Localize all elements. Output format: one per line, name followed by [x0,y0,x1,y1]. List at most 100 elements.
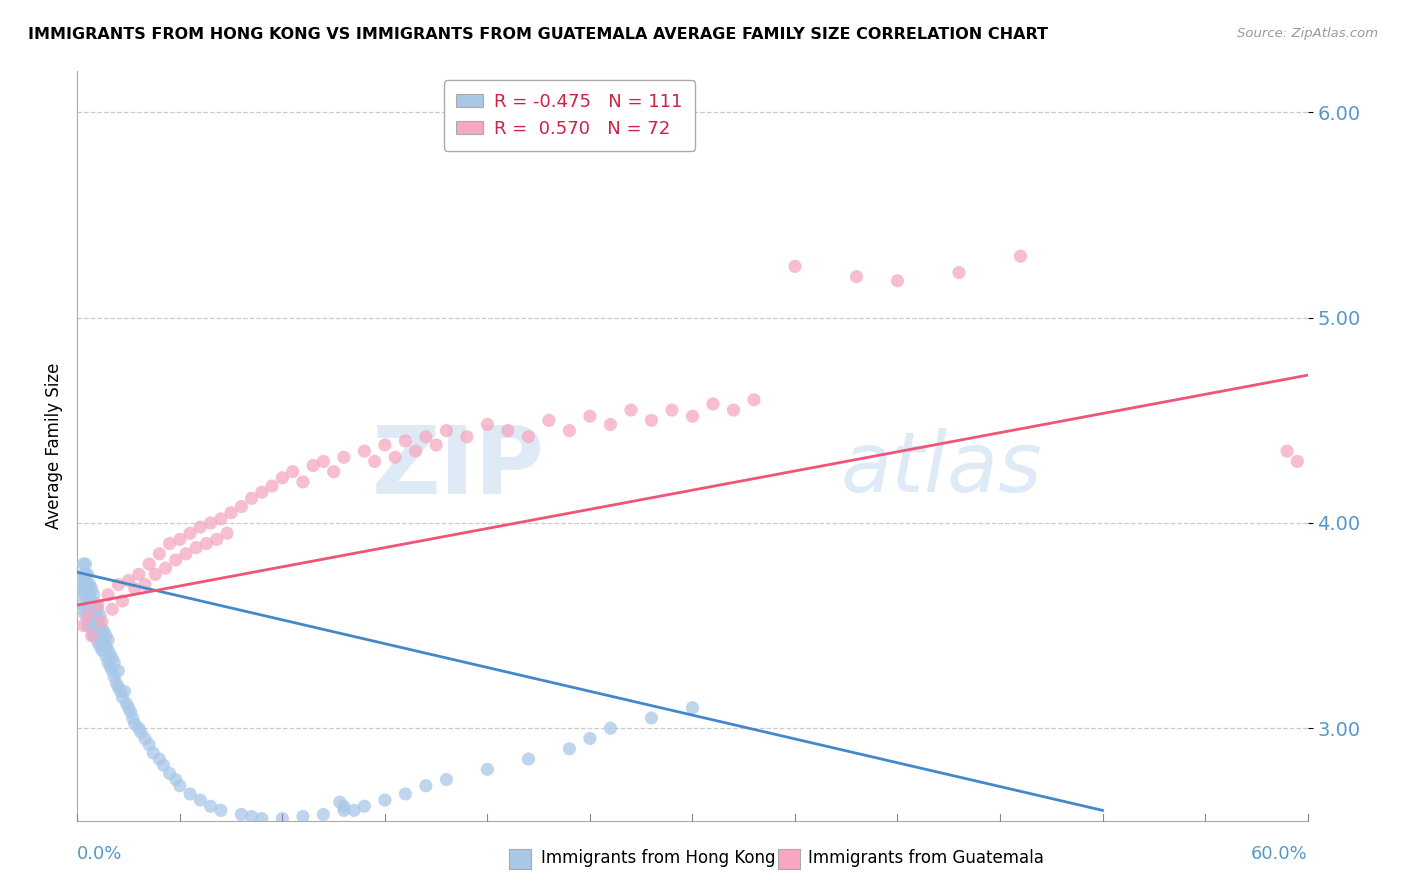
Point [333,450,356,465]
Point [886,274,908,288]
Point [76,608,98,623]
Point [101,602,124,616]
Point [120,705,142,719]
Point [107,680,129,694]
Point [415,430,437,444]
Point [333,803,356,817]
Point [1275,444,1298,458]
Legend: R = -0.475   N = 111, R =  0.570   N = 72: R = -0.475 N = 111, R = 0.570 N = 72 [444,80,695,151]
Point [374,793,396,807]
Point [152,758,174,772]
Point [97,643,120,657]
Point [200,799,222,814]
Point [661,403,683,417]
Point [165,553,187,567]
Point [87,602,110,616]
Point [128,567,150,582]
Point [93,624,115,639]
Point [97,588,120,602]
Text: 60.0%: 60.0% [1251,846,1308,863]
Point [80,615,103,629]
Text: ZIP: ZIP [373,423,546,515]
Point [179,526,201,541]
Point [121,711,143,725]
Point [79,608,101,623]
Point [240,491,263,506]
Point [80,623,103,637]
Point [101,664,124,678]
Point [209,512,232,526]
Point [579,409,602,424]
Point [93,643,115,657]
Point [76,608,98,623]
Point [579,731,602,746]
Point [79,598,101,612]
Point [436,424,458,438]
Point [75,567,97,582]
Point [415,779,437,793]
Point [110,684,132,698]
Point [80,629,103,643]
Point [134,577,156,591]
Point [394,434,416,448]
Point [425,438,447,452]
Point [94,639,117,653]
Point [67,577,90,591]
Point [343,803,366,817]
Point [456,430,478,444]
Point [281,465,304,479]
Point [188,520,212,534]
Point [80,582,103,596]
Point [97,656,120,670]
Point [271,812,294,826]
Point [209,803,232,817]
Point [1010,249,1032,263]
Point [87,624,110,639]
Point [250,485,273,500]
Point [174,547,197,561]
Point [477,762,499,776]
Point [115,697,138,711]
Point [75,588,97,602]
Text: Immigrants from Guatemala: Immigrants from Guatemala [808,849,1045,867]
Point [188,793,212,807]
Point [87,615,110,629]
Point [155,561,177,575]
Point [93,635,115,649]
Point [89,608,111,623]
Point [215,526,238,541]
Point [89,629,111,643]
Point [517,752,540,766]
Point [138,557,160,571]
Point [186,541,208,555]
Point [312,807,335,822]
Point [80,604,103,618]
Point [271,471,294,485]
Point [84,618,107,632]
Point [89,639,111,653]
Point [83,629,105,643]
Point [477,417,499,432]
Text: atlas: atlas [841,428,1042,509]
Point [159,766,181,780]
Point [90,623,114,637]
Point [291,475,314,489]
Point [83,618,105,632]
Point [845,269,868,284]
Y-axis label: Average Family Size: Average Family Size [45,363,63,529]
Point [117,700,139,714]
Point [148,752,170,766]
Point [599,721,621,735]
Text: IMMIGRANTS FROM HONG KONG VS IMMIGRANTS FROM GUATEMALA AVERAGE FAMILY SIZE CORRE: IMMIGRANTS FROM HONG KONG VS IMMIGRANTS … [28,27,1047,42]
Point [179,787,201,801]
Point [134,731,156,746]
Point [76,567,98,582]
Point [195,536,218,550]
Point [682,700,704,714]
Point [138,738,160,752]
Point [75,577,97,591]
Point [94,649,117,664]
Point [250,812,273,826]
Point [948,266,970,280]
Point [75,557,97,571]
